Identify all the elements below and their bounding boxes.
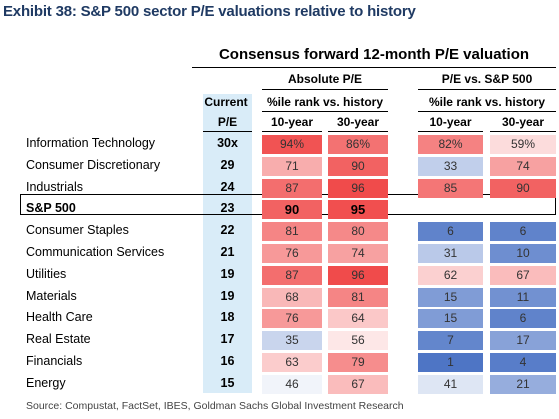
percentile-cell-rel10: 41 [418,374,483,394]
percentile-cell-rel30: 6 [490,309,556,329]
row-label: Industrials [26,179,83,194]
header-pe: P/E [217,115,238,129]
percentile-cell-rel10: 62 [418,265,483,285]
percentile-cell-abs10: 68 [262,287,322,307]
current-pe-value: 23 [220,201,235,216]
current-pe-value: 19 [220,288,235,303]
header-absolute-pe: Absolute P/E [287,72,362,86]
percentile-cell-rel30: 4 [490,353,556,372]
percentile-cell-rel10: 31 [418,244,483,263]
current-pe-value: 15 [220,375,235,390]
percentile-cell-rel30: 10 [490,244,556,263]
current-pe-value: 22 [220,223,235,238]
percentile-cell-rel30 [490,200,556,219]
percentile-cell-rel30: 11 [490,287,556,307]
percentile-cell-rel10: 6 [418,222,483,242]
percentile-cell-rel30: 74 [490,156,556,176]
header-pe-vs-sp500-underline [418,89,556,90]
table-heading: Consensus forward 12-month P/E valuation [218,46,530,63]
row-label: Utilities [26,266,67,281]
percentile-cell-abs10: 94% [262,135,322,154]
current-pe-value: 24 [220,179,235,194]
header-pctile-abs: %ile rank vs. history [266,95,384,109]
source-note: Source: Compustat, FactSet, IBES, Goldma… [26,400,404,412]
current-pe-value: 19 [220,266,235,281]
percentile-cell-abs10: 87 [262,265,322,285]
header-30-year-rel: 30-year [501,115,545,129]
current-pe-column-highlight [203,94,252,393]
percentile-cell-abs30: 90 [328,156,388,176]
header-10-year-rel: 10-year [429,115,472,129]
current-pe-value: 29 [220,157,235,172]
header-pctile-abs-underline [262,111,388,112]
header-30-year-rel-underline [490,131,556,132]
row-label: Energy [26,375,66,390]
row-label: Communication Services [26,245,165,259]
percentile-cell-abs10: 76 [262,244,322,263]
percentile-cell-abs30: 80 [328,222,388,242]
header-current: Current [204,95,248,109]
header-pctile-rel: %ile rank vs. history [428,95,546,109]
header-pctile-rel-underline [418,111,556,112]
percentile-cell-abs30: 81 [328,287,388,307]
current-pe-value: 21 [220,245,235,259]
row-label: Financials [26,354,83,368]
header-10-year-abs: 10-year [270,115,314,129]
row-label: Information Technology [26,136,156,150]
percentile-cell-abs10: 35 [262,331,322,351]
table-heading-underline [192,67,556,68]
header-pe-vs-sp500: P/E vs. S&P 500 [441,72,533,86]
percentile-cell-rel30: 6 [490,222,556,242]
row-label: S&P 500 [26,201,76,216]
percentile-cell-abs30: 56 [328,331,388,351]
percentile-cell-abs10: 76 [262,309,322,329]
percentile-cell-rel10: 7 [418,331,483,351]
percentile-cell-rel10: 33 [418,156,483,176]
percentile-cell-rel10 [418,200,483,219]
percentile-cell-abs10: 46 [262,374,322,394]
percentile-cell-rel10: 15 [418,287,483,307]
percentile-cell-rel30: 67 [490,265,556,285]
row-label: Consumer Discretionary [26,157,161,172]
percentile-cell-abs30: 74 [328,244,388,263]
percentile-cell-rel10: 85 [418,178,483,198]
percentile-cell-rel10: 1 [418,353,483,372]
percentile-cell-abs30: 96 [328,178,388,198]
percentile-cell-abs30: 95 [328,200,388,220]
percentile-cell-abs30: 67 [328,374,388,394]
percentile-cell-abs30: 64 [328,309,388,329]
percentile-cell-abs10: 81 [262,222,322,242]
percentile-cell-abs30: 96 [328,265,388,285]
current-pe-value: 16 [220,354,235,368]
percentile-cell-rel30: 90 [490,178,556,198]
percentile-cell-rel30: 17 [490,331,556,351]
header-30-year-abs-underline [328,131,388,132]
row-label: Real Estate [26,332,91,347]
percentile-cell-abs10: 71 [262,156,322,176]
percentile-cell-abs10: 90 [262,200,322,220]
row-label: Consumer Staples [26,223,129,238]
exhibit-title: Exhibit 38: S&P 500 sector P/E valuation… [3,3,416,20]
header-absolute-pe-underline [262,89,388,90]
percentile-cell-rel10: 82% [418,135,483,154]
header-10-year-abs-underline [262,131,322,132]
percentile-cell-rel30: 59% [490,135,556,154]
header-pe-underline [203,131,252,132]
percentile-cell-abs10: 87 [262,178,322,198]
header-30-year-abs: 30-year [336,115,380,129]
current-pe-value: 18 [220,310,235,325]
row-label: Materials [26,288,77,303]
current-pe-value: 17 [220,332,235,347]
header-10-year-rel-underline [418,131,483,132]
percentile-cell-rel30: 21 [490,374,556,394]
percentile-cell-abs30: 79 [328,353,388,372]
percentile-cell-abs10: 63 [262,353,322,372]
percentile-cell-rel10: 15 [418,309,483,329]
current-pe-value: 30x [217,136,238,150]
row-label: Health Care [26,310,93,325]
percentile-cell-abs30: 86% [328,135,388,154]
